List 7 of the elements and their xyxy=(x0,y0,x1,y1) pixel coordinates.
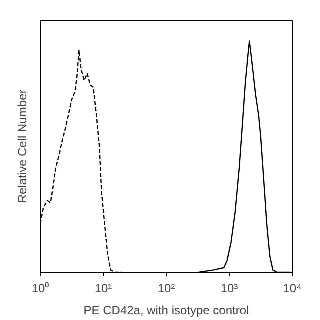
x-axis-title: PE CD42a, with isotype control xyxy=(84,304,250,318)
x-tick-label: 10¹ xyxy=(94,282,112,296)
x-tick-label: 10⁴ xyxy=(283,282,302,296)
x-tick-label: 10³ xyxy=(220,282,238,296)
x-tick-label: 10² xyxy=(158,282,176,296)
y-axis-title: Relative Cell Number xyxy=(16,90,30,204)
x-tick-label: 10⁰ xyxy=(32,282,50,296)
